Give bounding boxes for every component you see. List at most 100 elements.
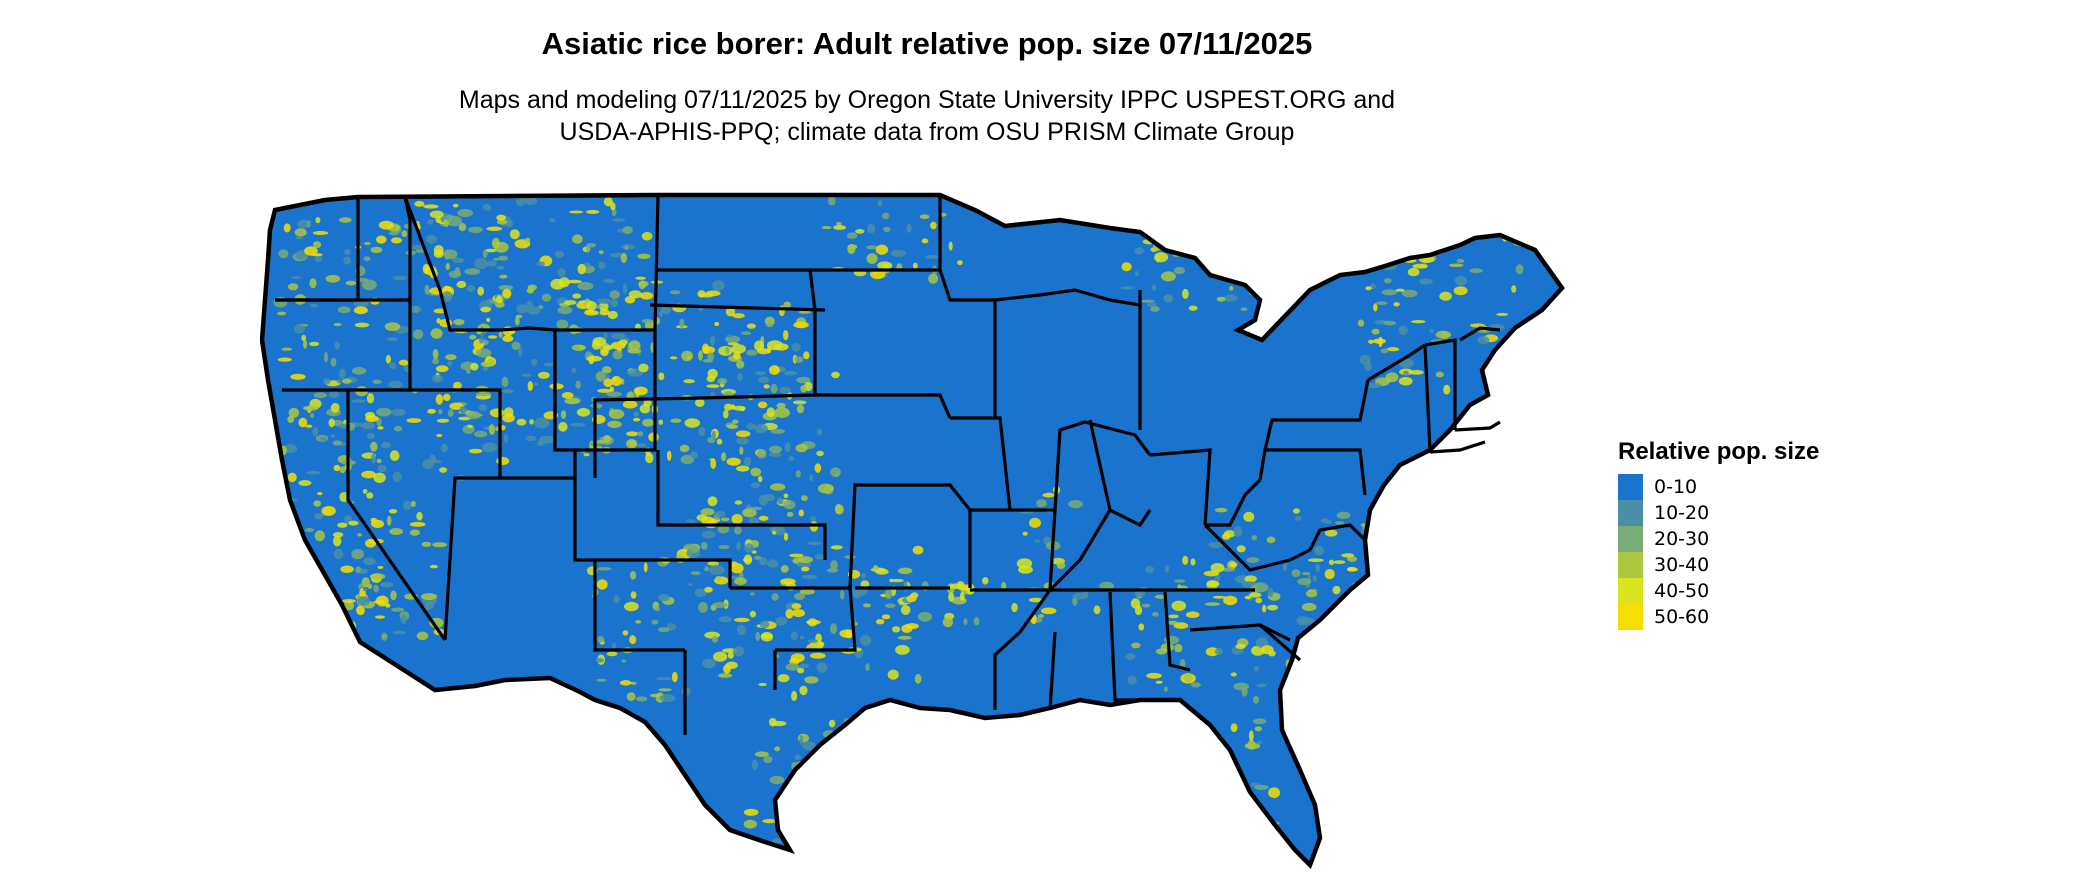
population-patch xyxy=(1151,284,1157,291)
population-patch xyxy=(743,819,757,829)
population-patch xyxy=(883,752,895,758)
population-patch xyxy=(1439,291,1452,301)
population-patch xyxy=(509,229,520,240)
population-patch xyxy=(887,738,901,748)
legend-item: 30-40 xyxy=(1618,552,1819,578)
population-patch xyxy=(768,452,782,458)
population-patch xyxy=(452,257,465,264)
population-patch xyxy=(435,365,449,373)
population-patch xyxy=(609,290,620,300)
population-patch xyxy=(1268,226,1276,231)
population-patch xyxy=(966,777,978,785)
population-patch xyxy=(1365,286,1372,291)
population-patch xyxy=(919,214,930,219)
population-patch xyxy=(1254,853,1263,862)
population-patch xyxy=(297,544,306,553)
population-patch xyxy=(351,367,367,375)
population-patch xyxy=(641,231,653,241)
population-patch xyxy=(884,755,890,760)
population-patch xyxy=(769,775,785,785)
population-patch xyxy=(816,450,824,457)
population-patch xyxy=(1334,521,1345,525)
population-patch xyxy=(912,545,924,555)
population-patch xyxy=(1398,376,1413,386)
population-patch xyxy=(1435,330,1452,339)
population-patch xyxy=(1412,263,1428,269)
population-patch xyxy=(1293,508,1300,514)
population-patch xyxy=(1419,228,1425,239)
population-patch xyxy=(571,367,577,374)
population-patch xyxy=(384,322,401,331)
population-patch xyxy=(801,566,810,572)
population-patch xyxy=(367,583,373,590)
population-patch xyxy=(681,350,693,362)
population-patch xyxy=(523,197,538,205)
population-patch xyxy=(702,359,714,363)
population-patch xyxy=(831,371,840,379)
subtitle-line-1: Maps and modeling 07/11/2025 by Oregon S… xyxy=(458,86,1396,114)
population-patch xyxy=(1360,244,1369,253)
population-patch xyxy=(416,631,429,641)
population-patch xyxy=(619,680,632,686)
population-patch xyxy=(558,277,570,288)
population-patch xyxy=(1043,720,1058,727)
population-patch xyxy=(427,219,434,225)
population-patch xyxy=(330,434,336,438)
population-patch xyxy=(734,500,743,505)
population-patch xyxy=(765,323,774,328)
population-patch xyxy=(572,293,582,299)
population-patch xyxy=(1253,695,1259,704)
population-patch xyxy=(273,296,288,308)
population-patch xyxy=(1121,262,1132,272)
population-patch xyxy=(1248,220,1260,226)
population-patch xyxy=(798,509,804,517)
population-patch xyxy=(949,583,963,589)
population-patch xyxy=(774,407,790,418)
population-patch xyxy=(303,339,308,349)
population-patch xyxy=(627,368,643,377)
population-patch xyxy=(769,526,785,532)
population-patch xyxy=(800,384,808,393)
population-patch xyxy=(783,301,791,309)
population-patch xyxy=(788,455,795,462)
population-patch xyxy=(526,300,533,308)
population-patch xyxy=(762,819,777,824)
population-patch xyxy=(743,808,759,816)
population-patch xyxy=(877,199,883,207)
population-patch xyxy=(595,371,606,382)
population-patch xyxy=(287,472,297,483)
population-patch xyxy=(637,443,647,448)
population-patch xyxy=(603,378,613,388)
population-patch xyxy=(635,276,646,280)
population-patch xyxy=(629,635,637,645)
population-patch xyxy=(341,378,352,384)
population-patch xyxy=(438,409,443,415)
population-patch xyxy=(478,404,488,412)
population-patch xyxy=(431,374,444,383)
population-patch xyxy=(726,457,741,466)
population-patch xyxy=(571,344,586,351)
population-patch xyxy=(1415,241,1429,252)
population-patch xyxy=(679,318,685,329)
population-patch xyxy=(411,500,416,507)
legend-label: 40-50 xyxy=(1654,580,1710,602)
population-patch xyxy=(777,674,790,683)
population-patch xyxy=(999,756,1016,763)
population-patch xyxy=(372,379,382,384)
population-patch xyxy=(443,219,449,228)
population-patch xyxy=(1068,500,1083,509)
population-patch xyxy=(1448,263,1464,268)
population-patch xyxy=(361,470,376,479)
population-patch xyxy=(398,359,409,366)
population-patch xyxy=(322,378,331,385)
population-patch xyxy=(496,214,506,221)
population-patch xyxy=(759,620,770,629)
population-patch xyxy=(531,358,538,366)
population-patch xyxy=(334,341,340,350)
population-patch xyxy=(564,300,577,305)
legend-swatch xyxy=(1618,500,1643,526)
population-patch xyxy=(362,588,368,592)
population-patch xyxy=(711,635,718,643)
population-patch xyxy=(311,634,318,639)
population-patch xyxy=(356,605,365,616)
